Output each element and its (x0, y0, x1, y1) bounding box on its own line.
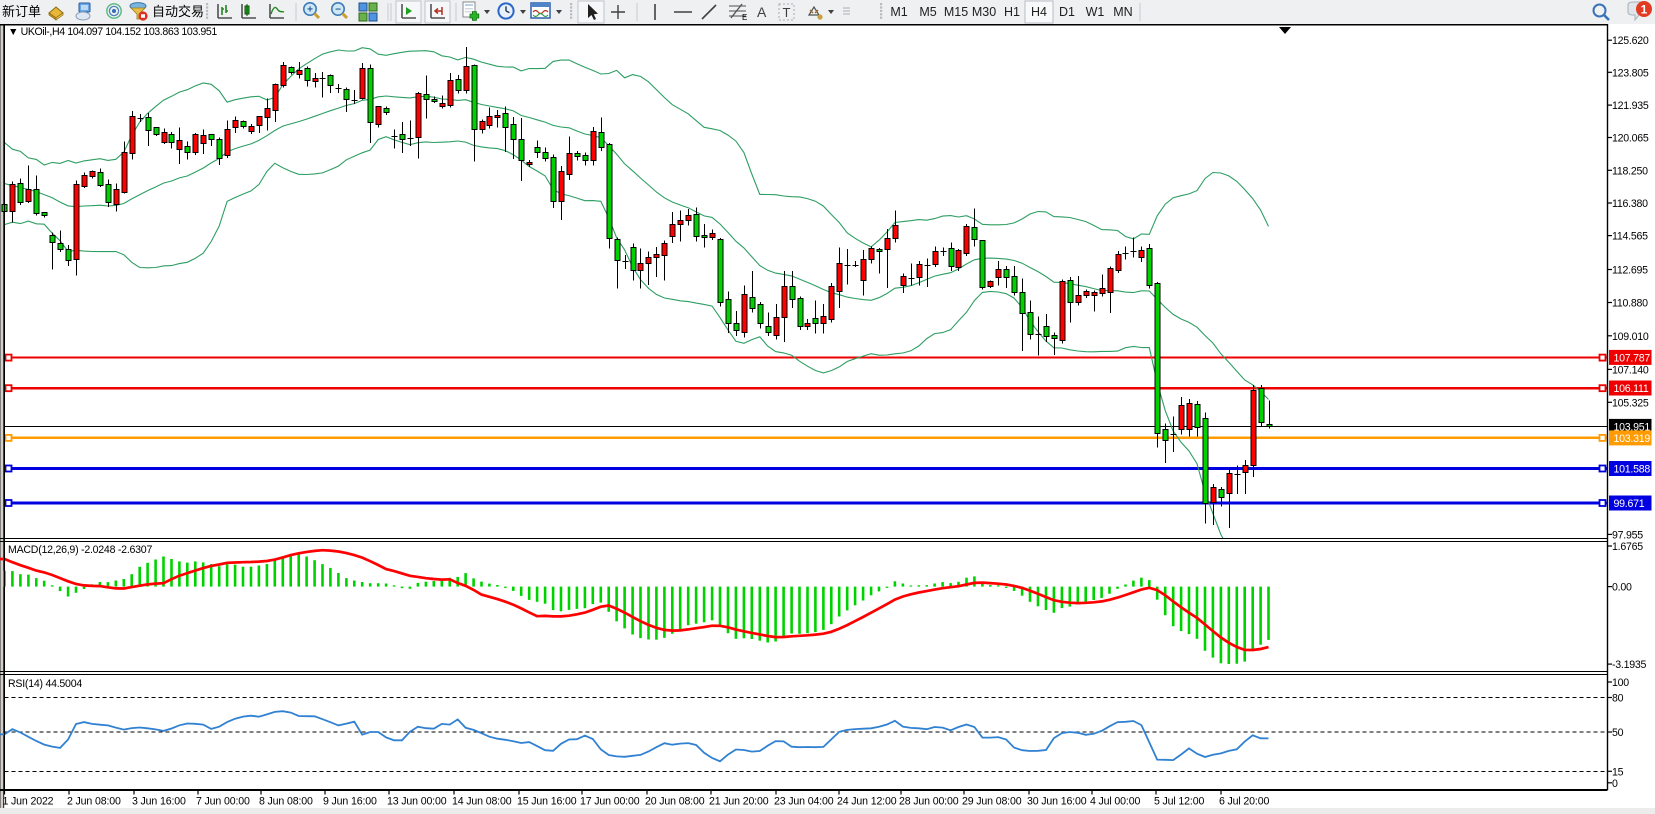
svg-text:30 Jun 16:00: 30 Jun 16:00 (1027, 796, 1087, 808)
svg-text:▼ UKOil-,H4 104.097 104.152 1: ▼ UKOil-,H4 104.097 104.152 103.863 103.… (8, 26, 217, 38)
svg-text:24 Jun 12:00: 24 Jun 12:00 (837, 796, 897, 808)
svg-text:9 Jun 16:00: 9 Jun 16:00 (323, 796, 377, 808)
svg-text:4 Jul 00:00: 4 Jul 00:00 (1090, 796, 1140, 808)
svg-text:自动交易: 自动交易 (152, 4, 204, 19)
svg-text:RSI(14) 44.5004: RSI(14) 44.5004 (8, 678, 82, 690)
svg-text:M5: M5 (919, 5, 936, 19)
svg-text:118.250: 118.250 (1612, 165, 1648, 177)
svg-text:121.935: 121.935 (1612, 100, 1649, 112)
svg-text:120.065: 120.065 (1612, 133, 1649, 145)
svg-text:112.695: 112.695 (1612, 265, 1648, 277)
svg-text:20 Jun 08:00: 20 Jun 08:00 (645, 796, 705, 808)
svg-text:H4: H4 (1031, 5, 1047, 19)
svg-text:106.111: 106.111 (1614, 383, 1649, 395)
svg-text:H1: H1 (1004, 5, 1020, 19)
svg-text:23 Jun 04:00: 23 Jun 04:00 (774, 796, 834, 808)
svg-text:109.010: 109.010 (1612, 331, 1649, 343)
svg-text:M30: M30 (972, 5, 996, 19)
svg-text:103.319: 103.319 (1614, 433, 1651, 445)
svg-text:15 Jun 16:00: 15 Jun 16:00 (517, 796, 577, 808)
svg-text:1: 1 (1641, 2, 1648, 16)
svg-text:A: A (757, 4, 767, 20)
svg-text:13 Jun 00:00: 13 Jun 00:00 (387, 796, 447, 808)
svg-text:D1: D1 (1059, 5, 1075, 19)
svg-text:3 Jun 16:00: 3 Jun 16:00 (132, 796, 186, 808)
svg-text:0: 0 (1612, 778, 1618, 790)
svg-text:5 Jul 12:00: 5 Jul 12:00 (1154, 796, 1204, 808)
svg-text:125.620: 125.620 (1612, 35, 1649, 47)
svg-text:17 Jun 00:00: 17 Jun 00:00 (580, 796, 640, 808)
svg-text:T: T (783, 5, 791, 20)
svg-text:E: E (742, 13, 747, 22)
svg-text:116.380: 116.380 (1612, 198, 1648, 210)
svg-text:−: − (335, 4, 341, 15)
svg-text:105.325: 105.325 (1612, 397, 1649, 409)
svg-text:0.00: 0.00 (1612, 582, 1632, 594)
svg-text:15: 15 (1612, 766, 1624, 778)
svg-text:6 Jul 20:00: 6 Jul 20:00 (1219, 796, 1269, 808)
svg-text:107.787: 107.787 (1614, 353, 1651, 365)
svg-text:MACD(12,26,9) -2.0248 -2.6307: MACD(12,26,9) -2.0248 -2.6307 (8, 544, 152, 556)
svg-text:107.140: 107.140 (1612, 364, 1649, 376)
svg-text:80: 80 (1612, 693, 1624, 705)
svg-text:8 Jun 08:00: 8 Jun 08:00 (259, 796, 313, 808)
svg-text:-3.1935: -3.1935 (1612, 659, 1647, 671)
svg-text:14 Jun 08:00: 14 Jun 08:00 (452, 796, 512, 808)
svg-text:28 Jun 00:00: 28 Jun 00:00 (899, 796, 959, 808)
svg-text:100: 100 (1612, 677, 1629, 689)
svg-text:新订单: 新订单 (2, 4, 41, 19)
svg-text:1 Jun 2022: 1 Jun 2022 (3, 796, 54, 808)
svg-text:M1: M1 (890, 5, 907, 19)
svg-text:2 Jun 08:00: 2 Jun 08:00 (67, 796, 121, 808)
svg-text:101.588: 101.588 (1614, 464, 1651, 476)
svg-text:W1: W1 (1086, 5, 1105, 19)
svg-text:7 Jun 00:00: 7 Jun 00:00 (196, 796, 250, 808)
svg-text:MN: MN (1113, 5, 1132, 19)
svg-text:110.880: 110.880 (1612, 298, 1648, 310)
svg-text:+: + (307, 4, 313, 15)
svg-text:114.565: 114.565 (1612, 231, 1648, 243)
svg-text:97.955: 97.955 (1612, 529, 1643, 541)
svg-text:M15: M15 (944, 5, 968, 19)
svg-text:29 Jun 08:00: 29 Jun 08:00 (962, 796, 1022, 808)
svg-text:21 Jun 20:00: 21 Jun 20:00 (709, 796, 769, 808)
svg-text:99.671: 99.671 (1614, 498, 1645, 510)
svg-text:1.6765: 1.6765 (1612, 541, 1643, 553)
svg-text:123.805: 123.805 (1612, 67, 1649, 79)
svg-text:50: 50 (1612, 727, 1624, 739)
